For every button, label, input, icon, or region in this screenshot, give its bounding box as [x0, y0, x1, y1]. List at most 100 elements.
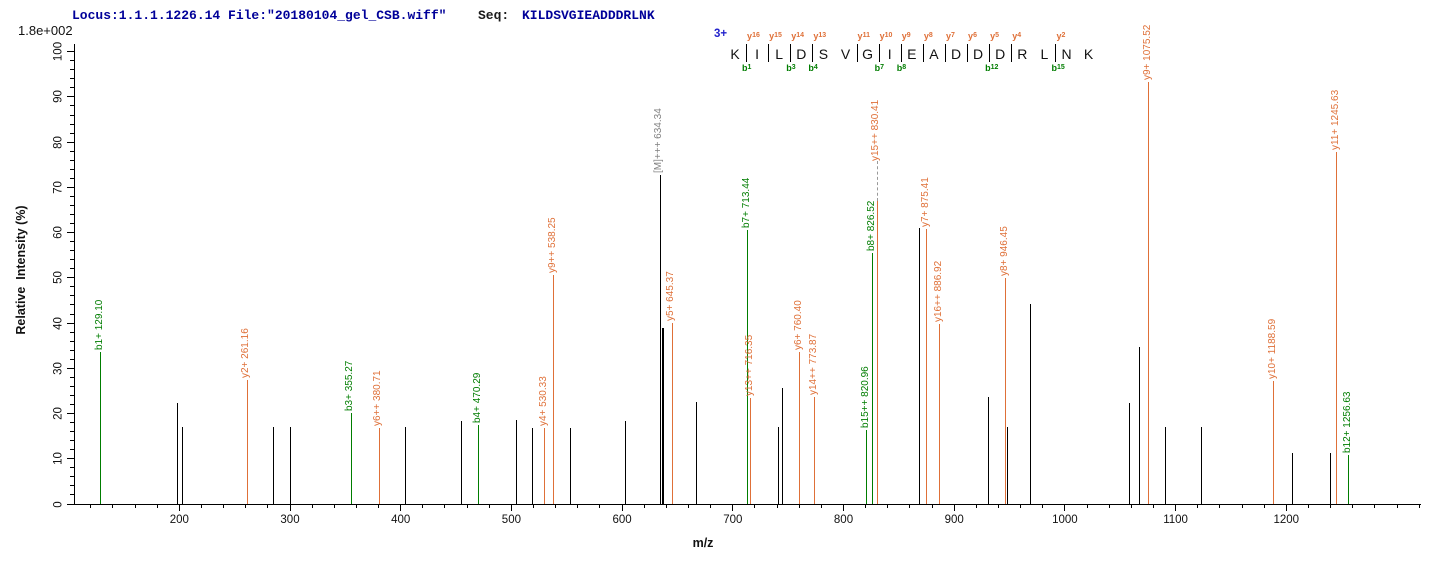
y-minor-tick	[70, 494, 74, 496]
x-tick-label: 1100	[1163, 514, 1188, 526]
peak-label: y6++ 380.71	[372, 370, 384, 426]
peak	[1128, 403, 1130, 504]
sequence-residue: K	[1083, 46, 1094, 62]
peak	[799, 351, 801, 504]
sequence-residue: L	[1040, 46, 1049, 62]
x-tick-label: 500	[501, 514, 521, 526]
peak	[814, 396, 816, 504]
x-tick-label: 200	[169, 514, 189, 526]
fragment-site-divider	[922, 44, 924, 62]
y-minor-tick	[70, 313, 74, 315]
x-minor-tick	[223, 504, 225, 508]
x-minor-tick	[134, 504, 136, 508]
peak	[782, 388, 784, 504]
y-minor-tick	[70, 431, 74, 433]
peak-label: b12+ 1256.63	[1341, 391, 1353, 454]
x-minor-tick	[887, 504, 889, 508]
y-ion-label: y8	[923, 31, 933, 41]
locus-file-text: Locus:1.1.1.1226.14 File:"20180104_gel_C…	[72, 8, 447, 23]
peak	[516, 419, 518, 504]
sequence-residue: S	[818, 46, 829, 62]
peak	[177, 403, 179, 504]
peak	[695, 401, 697, 504]
x-minor-tick	[378, 504, 380, 508]
y-minor-tick	[70, 223, 74, 225]
x-tick	[178, 504, 180, 511]
y-minor-tick	[70, 485, 74, 487]
peak	[659, 174, 661, 504]
y-minor-tick	[70, 114, 74, 116]
x-minor-tick	[112, 504, 114, 508]
peak	[100, 352, 102, 504]
x-minor-tick	[311, 504, 313, 508]
y-tick	[67, 51, 74, 53]
x-minor-tick	[1152, 504, 1154, 508]
peak-label: y4+ 530.33	[537, 376, 549, 426]
y-minor-tick	[70, 440, 74, 442]
peak	[777, 426, 779, 504]
b-ion-label: b12	[985, 63, 999, 73]
peak	[461, 420, 463, 504]
x-tick-label: 600	[612, 514, 632, 526]
y-tick-label: 50	[52, 271, 65, 285]
peak	[478, 424, 479, 504]
y-minor-tick	[70, 286, 74, 288]
y-minor-tick	[70, 250, 74, 252]
y-minor-tick	[70, 132, 74, 134]
y-tick	[67, 367, 74, 369]
peptide-sequence-text: KILDSVGIEADDDRLNK	[522, 8, 655, 23]
peak	[1329, 453, 1331, 504]
y-ion-label: y13	[813, 31, 827, 41]
y-minor-tick	[70, 69, 74, 71]
peak-label: y11+ 1245.63	[1329, 89, 1341, 150]
peak	[872, 252, 874, 504]
y-minor-tick	[70, 159, 74, 161]
peak	[662, 328, 665, 504]
y-minor-tick	[70, 105, 74, 107]
x-minor-tick	[1197, 504, 1199, 508]
peak-label: y7+ 875.41	[919, 177, 931, 228]
peak	[246, 380, 248, 504]
y-minor-tick	[70, 403, 74, 405]
peak	[747, 229, 749, 504]
peak-label: y15++ 830.41	[870, 100, 882, 162]
peak	[553, 274, 555, 504]
y-tick	[67, 503, 74, 505]
peak-label: y6+ 760.40	[792, 299, 804, 350]
x-minor-tick	[599, 504, 601, 508]
x-minor-tick	[665, 504, 667, 508]
peak	[988, 396, 990, 504]
peak	[350, 413, 352, 504]
peak-label: b4+ 470.29	[471, 372, 483, 423]
x-axis-title: m/z	[692, 536, 714, 550]
y-minor-tick	[70, 177, 74, 179]
x-minor-tick	[1241, 504, 1243, 508]
y-minor-tick	[70, 204, 74, 206]
x-minor-tick	[865, 504, 867, 508]
x-minor-tick	[1418, 504, 1420, 508]
peak	[926, 229, 928, 504]
peak-label: b15++ 820.96	[859, 366, 871, 428]
y-ion-label: y9	[901, 31, 911, 41]
peak	[750, 398, 752, 504]
y-minor-tick	[70, 394, 74, 396]
x-minor-tick	[267, 504, 269, 508]
y-tick-label: 30	[52, 361, 65, 375]
y-minor-tick	[70, 241, 74, 243]
y-minor-tick	[70, 168, 74, 170]
y-ion-label: y14	[791, 31, 805, 41]
y-minor-tick	[70, 87, 74, 89]
peak-label: y10+ 1188.59	[1266, 319, 1278, 380]
peak	[1138, 347, 1140, 504]
b-ion-label: b7	[874, 63, 885, 73]
x-minor-tick	[1263, 504, 1265, 508]
x-minor-tick	[444, 504, 446, 508]
y-minor-tick	[70, 358, 74, 360]
y-ion-label: y16	[747, 31, 760, 41]
sequence-residue: I	[755, 46, 760, 62]
y-tick-label: 60	[52, 226, 65, 240]
x-minor-tick	[1108, 504, 1110, 508]
peak	[181, 427, 183, 504]
x-minor-tick	[820, 504, 822, 508]
